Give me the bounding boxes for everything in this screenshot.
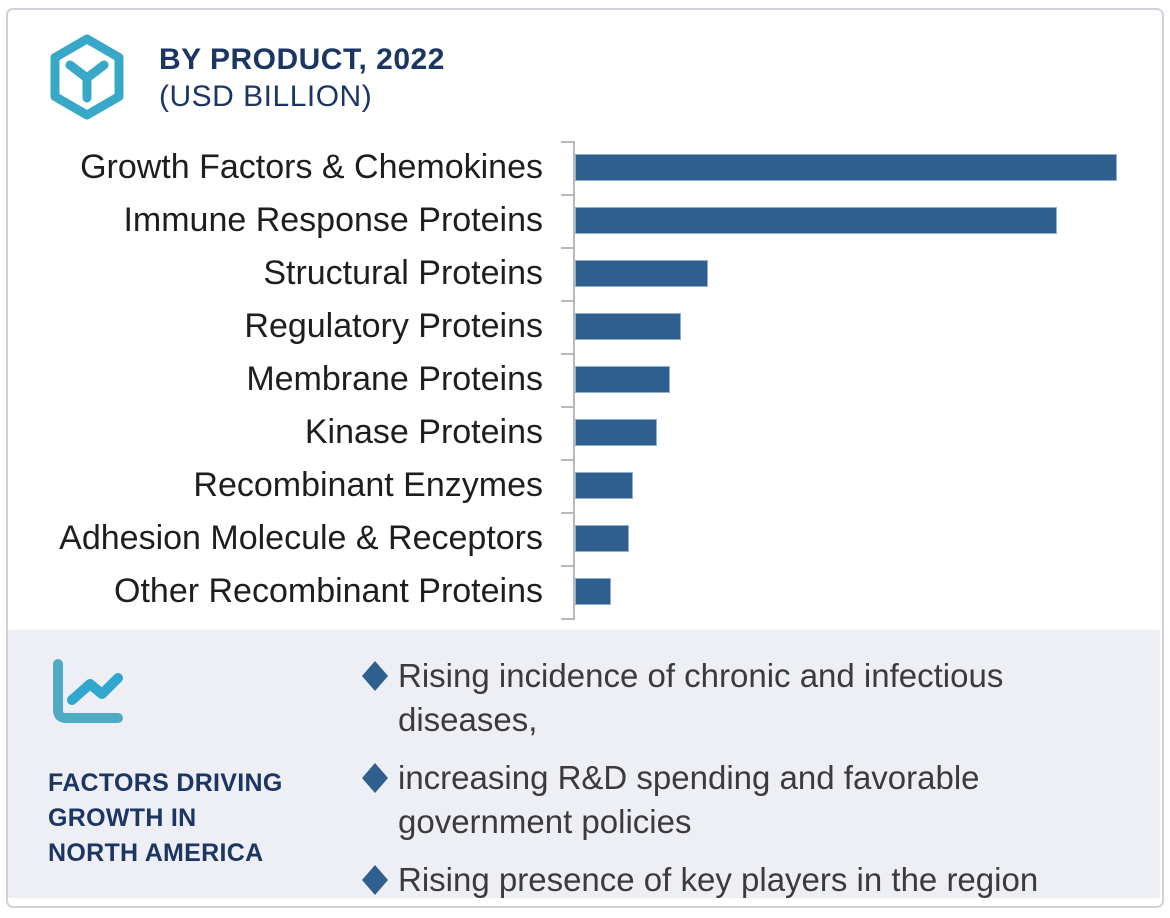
chart-header: BY PRODUCT, 2022 (USD BILLION): [47, 34, 445, 120]
bar-row: Other Recombinant Proteins: [8, 565, 1160, 618]
bar-row: Immune Response Proteins: [8, 194, 1160, 247]
bar: [575, 419, 657, 446]
category-label: Growth Factors & Chemokines: [80, 148, 543, 186]
factor-bullet-text: Rising presence of key players in the re…: [398, 861, 1039, 898]
axis-tick: [561, 512, 573, 514]
diamond-bullet-icon: [362, 661, 388, 691]
factors-panel-left: FACTORS DRIVING GROWTH IN NORTH AMERICA: [48, 658, 348, 871]
category-axis: [573, 141, 575, 620]
category-label: Regulatory Proteins: [244, 307, 543, 345]
factor-bullet: Rising incidence of chronic and infectio…: [362, 654, 1062, 742]
axis-tick: [561, 565, 573, 567]
bar: [575, 525, 629, 552]
axis-tick: [561, 618, 573, 620]
factors-heading-line: NORTH AMERICA: [48, 839, 264, 867]
factor-bullet-text: Rising incidence of chronic and infectio…: [398, 657, 1004, 738]
bar-row: Recombinant Enzymes: [8, 459, 1160, 512]
hexagon-cube-icon: [50, 34, 124, 120]
factors-heading: FACTORS DRIVING GROWTH IN NORTH AMERICA: [48, 766, 348, 871]
factors-heading-line: GROWTH IN: [48, 804, 197, 832]
chart-unit-subtitle: (USD BILLION): [159, 80, 373, 113]
factors-bullet-list: Rising incidence of chronic and infectio…: [362, 654, 1062, 906]
bar-row: Structural Proteins: [8, 247, 1160, 300]
diamond-bullet-icon: [362, 865, 388, 895]
bar-row: Regulatory Proteins: [8, 300, 1160, 353]
bar-row: Membrane Proteins: [8, 353, 1160, 406]
factor-bullet: Rising presence of key players in the re…: [362, 858, 1062, 902]
axis-tick: [561, 247, 573, 249]
bar: [575, 154, 1117, 181]
axis-tick: [561, 141, 573, 143]
line-chart-icon: [53, 659, 123, 723]
category-label: Structural Proteins: [263, 254, 543, 292]
axis-tick: [561, 300, 573, 302]
factors-heading-line: FACTORS DRIVING: [48, 769, 283, 797]
bar-chart: Growth Factors & Chemokines Immune Respon…: [8, 141, 1160, 620]
category-label: Adhesion Molecule & Receptors: [59, 519, 543, 557]
bar-row: Adhesion Molecule & Receptors: [8, 512, 1160, 565]
category-label: Membrane Proteins: [246, 360, 543, 398]
bar: [575, 366, 670, 393]
factor-bullet: increasing R&D spending and favorable go…: [362, 756, 1062, 844]
category-label: Other Recombinant Proteins: [114, 572, 543, 610]
diamond-bullet-icon: [362, 763, 388, 793]
infographic-card: BY PRODUCT, 2022 (USD BILLION) Growth Fa…: [6, 8, 1164, 908]
axis-tick: [561, 194, 573, 196]
chart-title: BY PRODUCT, 2022: [159, 43, 445, 76]
factor-bullet-text: increasing R&D spending and favorable go…: [398, 759, 980, 840]
bar: [575, 472, 633, 499]
axis-tick: [561, 353, 573, 355]
axis-tick: [561, 459, 573, 461]
bar-row: Kinase Proteins: [8, 406, 1160, 459]
bar: [575, 578, 611, 605]
chart-title-block: BY PRODUCT, 2022 (USD BILLION): [159, 34, 445, 115]
axis-tick: [561, 406, 573, 408]
bar: [575, 207, 1057, 234]
bar: [575, 313, 681, 340]
category-label: Recombinant Enzymes: [193, 466, 543, 504]
bar-row: Growth Factors & Chemokines: [8, 141, 1160, 194]
category-label: Kinase Proteins: [304, 413, 543, 451]
category-label: Immune Response Proteins: [123, 201, 543, 239]
bar: [575, 260, 708, 287]
factors-panel: FACTORS DRIVING GROWTH IN NORTH AMERICA Ri…: [8, 630, 1160, 898]
